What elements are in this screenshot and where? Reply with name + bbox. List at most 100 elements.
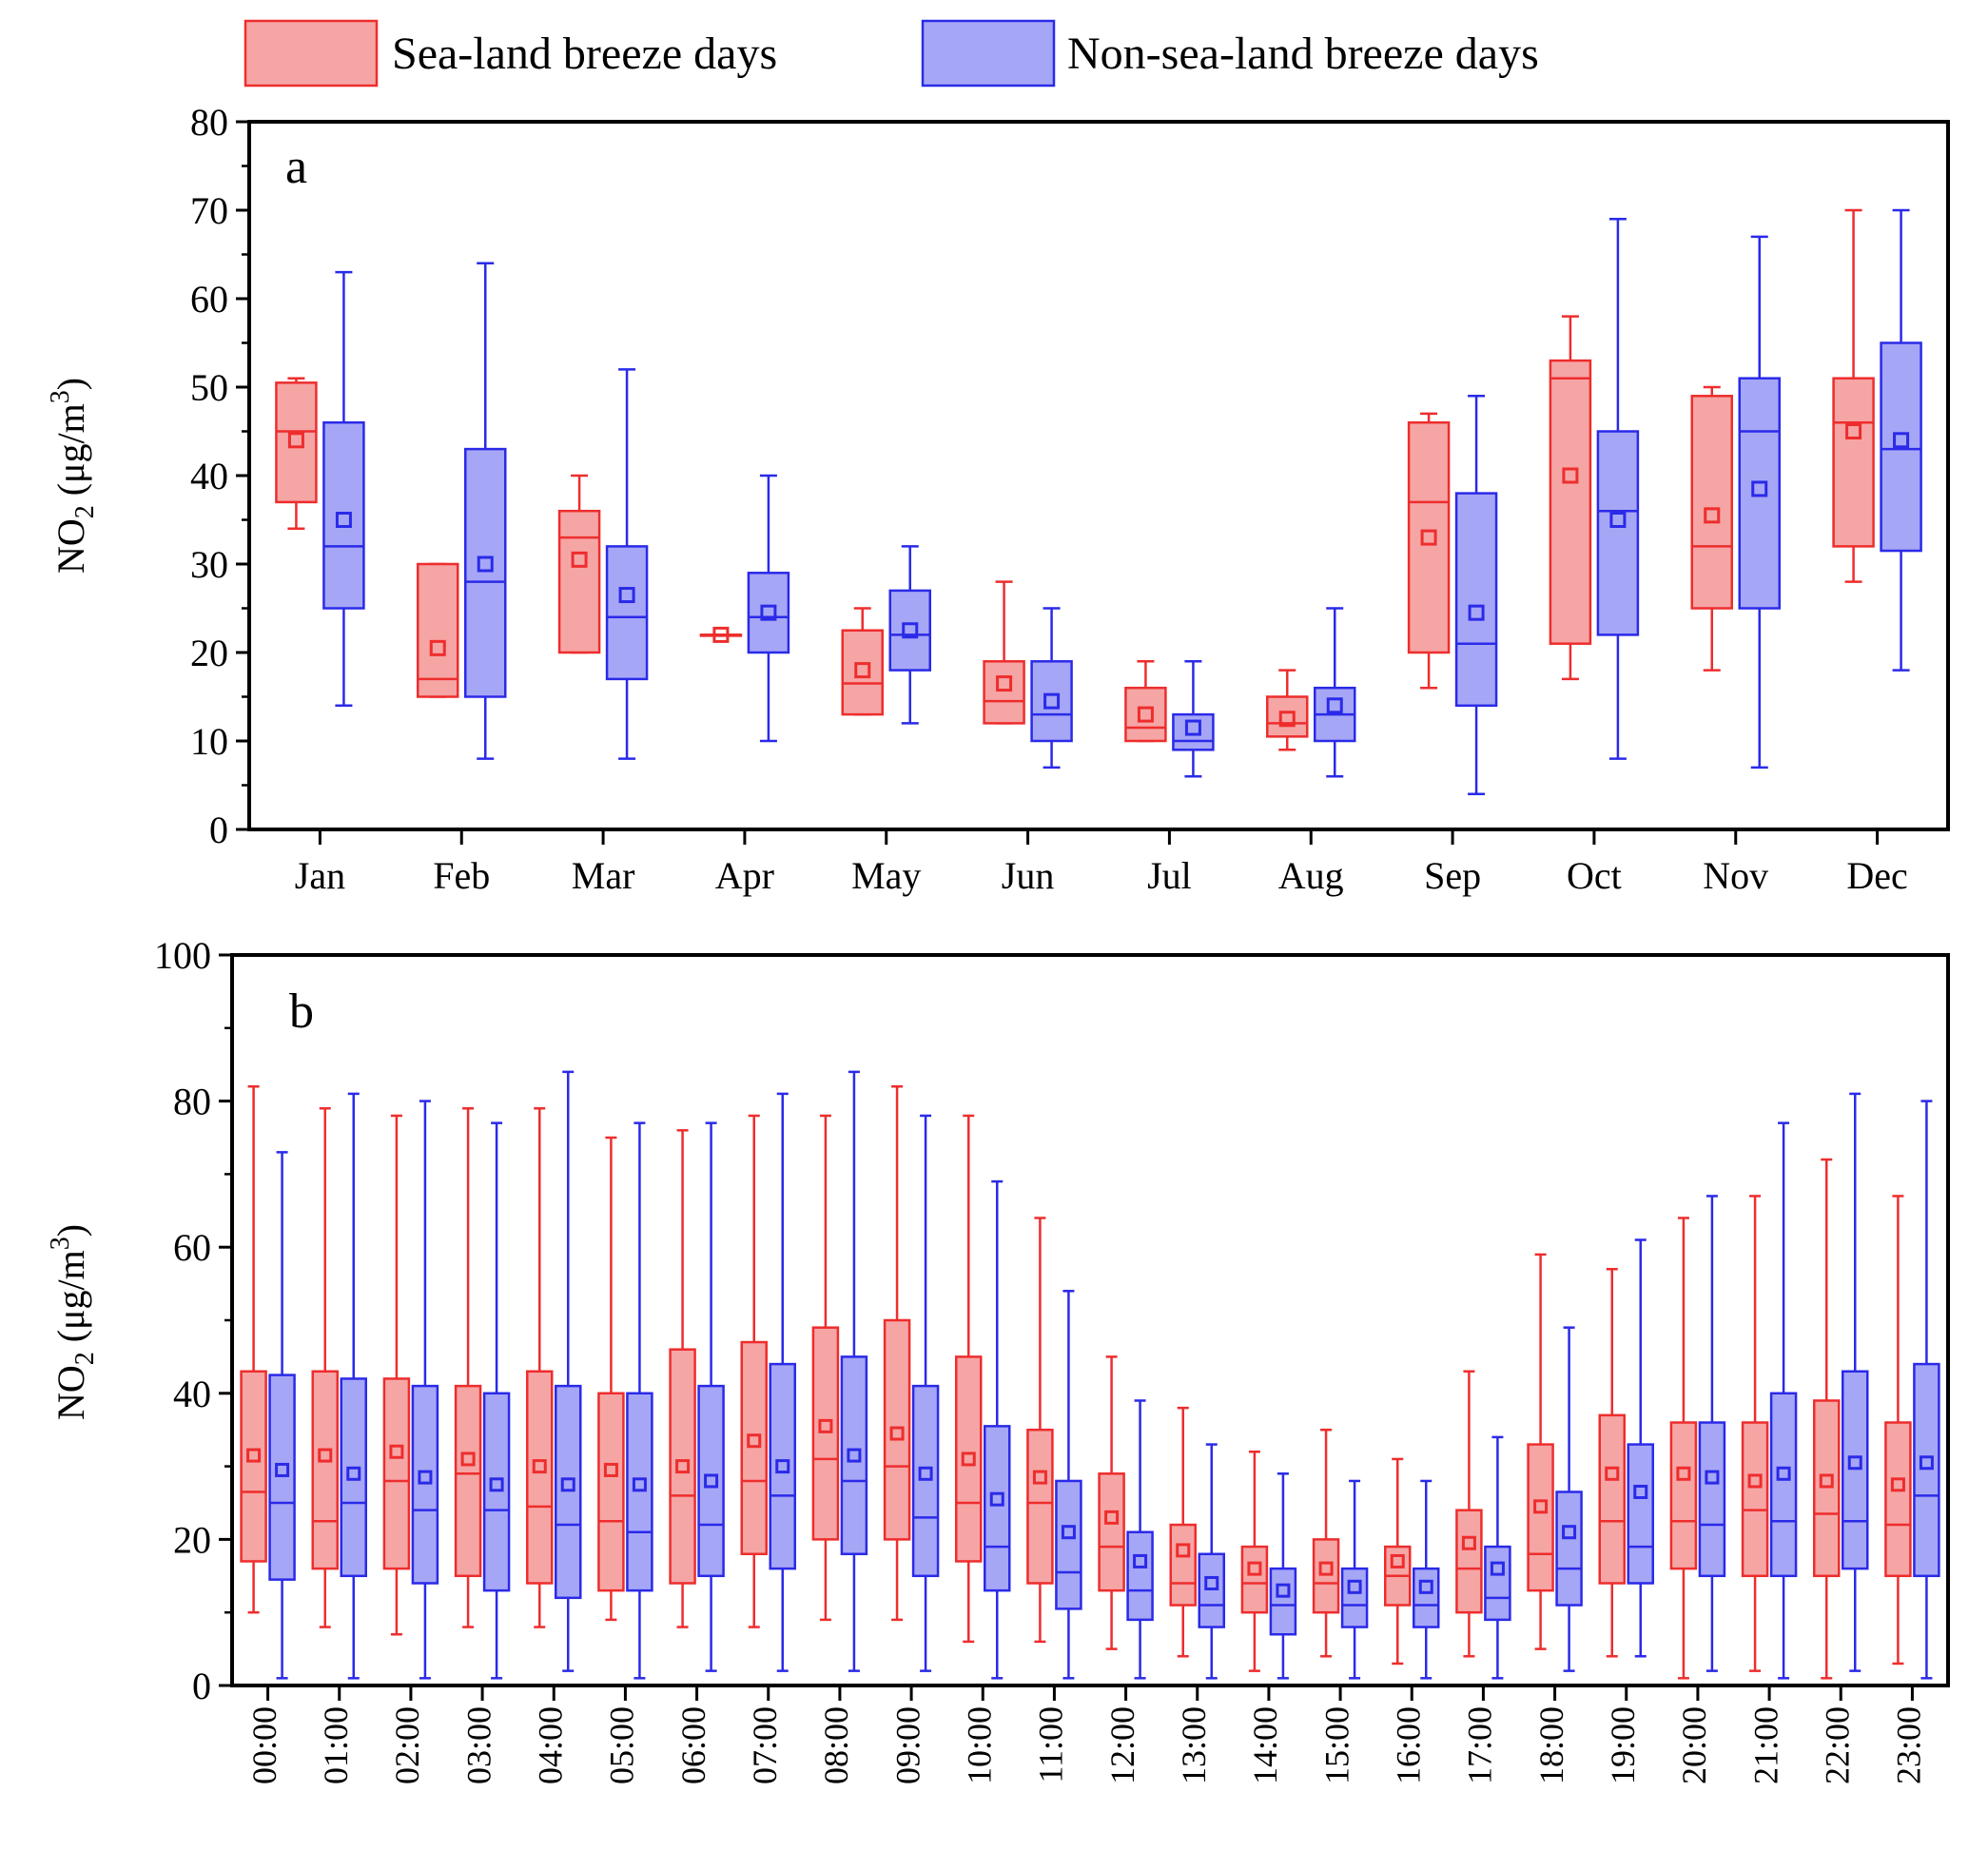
x-tick-label: 10:00 [961, 1706, 999, 1784]
x-tick-label: 04:00 [532, 1706, 570, 1784]
iqr-box [417, 562, 459, 698]
iqr-box [1813, 1399, 1841, 1578]
box-11:00 [1026, 1217, 1054, 1644]
iqr-box [811, 1326, 840, 1541]
mean-marker [1032, 1470, 1047, 1485]
iqr-box [984, 1425, 1011, 1592]
box-01:00 [340, 1092, 367, 1680]
box-11:00 [1055, 1290, 1082, 1680]
mean-marker [318, 1448, 333, 1463]
y-tick-label: 60 [173, 1226, 211, 1269]
iqr-box [1832, 377, 1875, 548]
box-Jun [1030, 607, 1073, 770]
x-tick-label: Dec [1846, 854, 1907, 897]
mean-marker [1347, 1579, 1362, 1594]
x-tick-label: 21:00 [1746, 1706, 1784, 1784]
box-Dec [1832, 208, 1875, 583]
iqr-box [311, 1370, 339, 1570]
iqr-box [240, 1370, 267, 1563]
y-axis-title-part: 2 [70, 505, 100, 518]
mean-marker [775, 1459, 790, 1474]
iqr-box [1627, 1443, 1654, 1585]
y-tick-label: 0 [209, 809, 228, 851]
mean-marker [275, 1462, 290, 1477]
iqr-box [983, 660, 1025, 725]
box-21:00 [1741, 1195, 1769, 1672]
x-tick-label: 08:00 [817, 1706, 855, 1784]
y-tick-label: 40 [190, 455, 228, 497]
box-16:00 [1384, 1457, 1412, 1666]
box-Nov [1690, 385, 1733, 672]
x-tick-label: 07:00 [746, 1706, 784, 1784]
y-axis-title-part: NO [49, 518, 92, 574]
x-tick-label: May [851, 854, 921, 897]
mean-marker [1533, 1499, 1549, 1514]
box-07:00 [769, 1092, 796, 1672]
box-Dec [1880, 208, 1922, 672]
mean-marker [1747, 1473, 1763, 1489]
iqr-box [1913, 1362, 1940, 1578]
y-axis-title-part: 3 [46, 1237, 75, 1250]
box-22:00 [1842, 1092, 1869, 1672]
iqr-box [1738, 377, 1781, 610]
iqr-box [840, 1355, 868, 1556]
mean-marker [1562, 1525, 1577, 1540]
box-19:00 [1627, 1238, 1654, 1658]
box-Mar [557, 474, 601, 654]
legend-swatch [921, 19, 1056, 88]
x-tick-label: Jul [1147, 854, 1192, 897]
box-20:00 [1669, 1217, 1698, 1680]
box-Sep [1454, 395, 1498, 796]
mean-marker [1704, 507, 1721, 524]
iqr-box [1266, 695, 1309, 738]
mean-marker [1133, 1553, 1148, 1568]
box-23:00 [1913, 1100, 1940, 1680]
box-May [841, 607, 884, 716]
mean-marker [847, 1448, 862, 1463]
box-Sep [1407, 412, 1451, 690]
series-sea-land [240, 1084, 1912, 1680]
iqr-box [1340, 1567, 1369, 1628]
mean-marker [1420, 529, 1437, 546]
mean-marker [1184, 719, 1201, 736]
x-tick-label: 11:00 [1032, 1706, 1070, 1783]
mean-marker [712, 626, 730, 643]
iqr-box [911, 1384, 940, 1578]
mean-marker [489, 1477, 504, 1492]
mean-marker [560, 1477, 575, 1492]
iqr-box [769, 1362, 796, 1570]
y-axis-title-part: 3 [46, 390, 75, 403]
mean-marker [1468, 604, 1485, 621]
x-tick-label: 13:00 [1175, 1706, 1213, 1784]
mean-marker [1605, 1466, 1620, 1481]
box-02:00 [382, 1114, 411, 1636]
x-tick-label: 02:00 [388, 1706, 426, 1784]
mean-marker [1919, 1455, 1934, 1471]
box-Feb [417, 562, 459, 698]
mean-marker [747, 1433, 762, 1449]
y-tick-label: 30 [190, 543, 228, 586]
iqr-box [1126, 1530, 1154, 1622]
box-Apr [747, 474, 790, 743]
iqr-box [841, 629, 884, 716]
mean-marker [704, 1473, 719, 1489]
mean-marker [1061, 1525, 1076, 1540]
box-19:00 [1598, 1267, 1626, 1658]
mean-marker [1676, 1466, 1691, 1481]
iqr-box [1240, 1545, 1269, 1614]
iqr-box [1407, 420, 1451, 654]
y-tick-label: 0 [192, 1665, 211, 1707]
box-00:00 [268, 1151, 296, 1680]
mean-marker [1633, 1484, 1648, 1499]
panel-b: 0 20 40 60 80 100 00:00 01:00 02:00 03:00 04:00 05:… [46, 934, 1950, 1784]
iqr-box [1598, 1413, 1626, 1585]
y-axis-title-part: (μg/m [49, 1250, 92, 1352]
iqr-box [1030, 660, 1073, 743]
x-tick-label: 20:00 [1675, 1706, 1713, 1784]
iqr-box [669, 1348, 696, 1585]
iqr-box [1698, 1421, 1726, 1578]
box-17:00 [1455, 1370, 1483, 1658]
mean-marker [1705, 1470, 1720, 1485]
x-tick-label: Feb [433, 854, 490, 897]
box-10:00 [984, 1179, 1011, 1680]
